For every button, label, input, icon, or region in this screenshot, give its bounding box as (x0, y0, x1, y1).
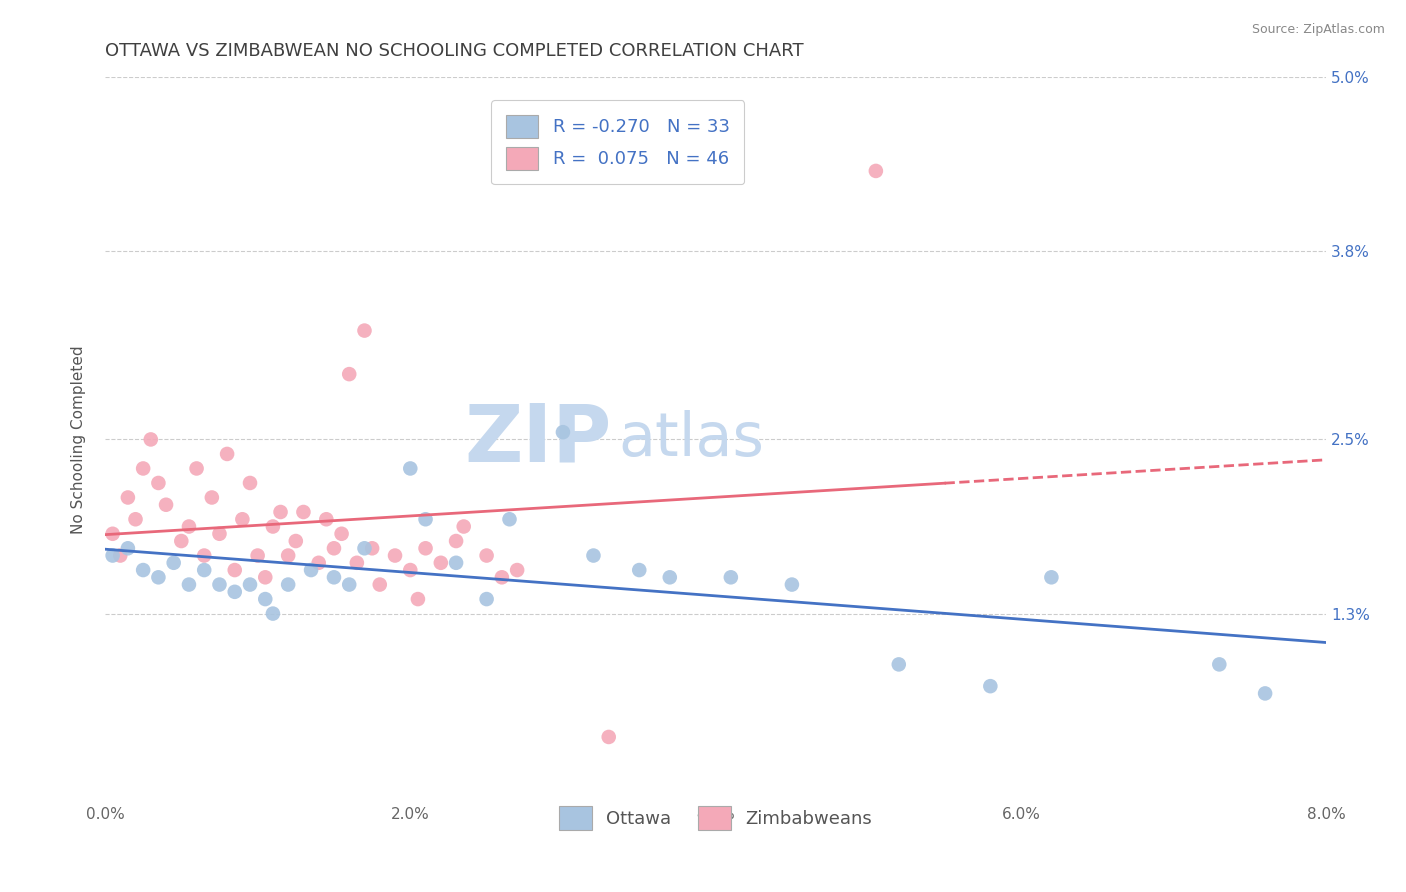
Point (193, 549, 215, 563)
Point (780, 577, 803, 591)
Point (148, 570, 170, 584)
Point (254, 592, 277, 607)
Point (132, 461, 155, 475)
Point (399, 563, 422, 577)
Point (337, 367, 360, 381)
Point (139, 433, 162, 447)
Point (101, 549, 124, 563)
Point (658, 570, 681, 584)
Point (323, 541, 346, 556)
Point (155, 498, 177, 512)
Point (277, 577, 299, 591)
Point (1208, 657, 1230, 672)
Point (308, 556, 330, 570)
Point (323, 570, 346, 584)
Point (315, 512, 337, 526)
Point (444, 534, 467, 549)
Point (254, 570, 277, 584)
Point (979, 679, 1001, 693)
Point (551, 425, 574, 440)
Point (217, 447, 239, 461)
Point (1040, 570, 1063, 584)
Point (124, 512, 146, 526)
Text: atlas: atlas (617, 410, 763, 469)
Point (384, 549, 406, 563)
Point (399, 461, 422, 475)
Text: OTTAWA VS ZIMBABWEAN NO SCHOOLING COMPLETED CORRELATION CHART: OTTAWA VS ZIMBABWEAN NO SCHOOLING COMPLE… (105, 42, 804, 60)
Point (239, 475, 262, 490)
Point (361, 541, 384, 556)
Point (110, 549, 132, 563)
Y-axis label: No Schooling Completed: No Schooling Completed (72, 345, 86, 533)
Point (628, 563, 651, 577)
Point (163, 556, 186, 570)
Point (720, 570, 742, 584)
Point (277, 549, 299, 563)
Point (193, 563, 215, 577)
Point (101, 526, 124, 541)
Point (177, 519, 200, 533)
Point (132, 563, 155, 577)
Point (337, 577, 360, 591)
Point (148, 475, 170, 490)
Point (201, 491, 224, 505)
Point (598, 730, 620, 744)
Point (444, 556, 467, 570)
Point (284, 534, 307, 549)
Point (262, 607, 284, 621)
Point (177, 577, 200, 591)
Point (208, 577, 231, 591)
Point (262, 519, 284, 533)
Point (292, 505, 315, 519)
Point (353, 541, 375, 556)
Point (208, 526, 231, 541)
Point (1254, 686, 1277, 700)
Point (415, 512, 437, 526)
Point (246, 549, 269, 563)
Point (368, 577, 391, 591)
Point (346, 556, 368, 570)
Point (491, 570, 513, 584)
Point (406, 592, 429, 607)
Point (330, 526, 353, 541)
Point (582, 549, 605, 563)
Point (170, 534, 193, 549)
Point (224, 584, 246, 599)
Point (270, 505, 292, 519)
Point (498, 512, 520, 526)
Point (353, 324, 375, 338)
Point (224, 563, 246, 577)
Point (430, 556, 453, 570)
Point (506, 563, 529, 577)
Point (239, 577, 262, 591)
Point (117, 541, 139, 556)
Point (415, 541, 437, 556)
Point (475, 592, 498, 607)
Point (865, 164, 887, 178)
Point (887, 657, 910, 672)
Legend: Ottawa, Zimbabweans: Ottawa, Zimbabweans (544, 792, 886, 844)
Point (299, 563, 322, 577)
Text: Source: ZipAtlas.com: Source: ZipAtlas.com (1251, 23, 1385, 37)
Point (231, 512, 253, 526)
Point (453, 519, 475, 533)
Point (475, 549, 498, 563)
Point (186, 461, 208, 475)
Text: ZIP: ZIP (464, 401, 612, 478)
Point (117, 491, 139, 505)
